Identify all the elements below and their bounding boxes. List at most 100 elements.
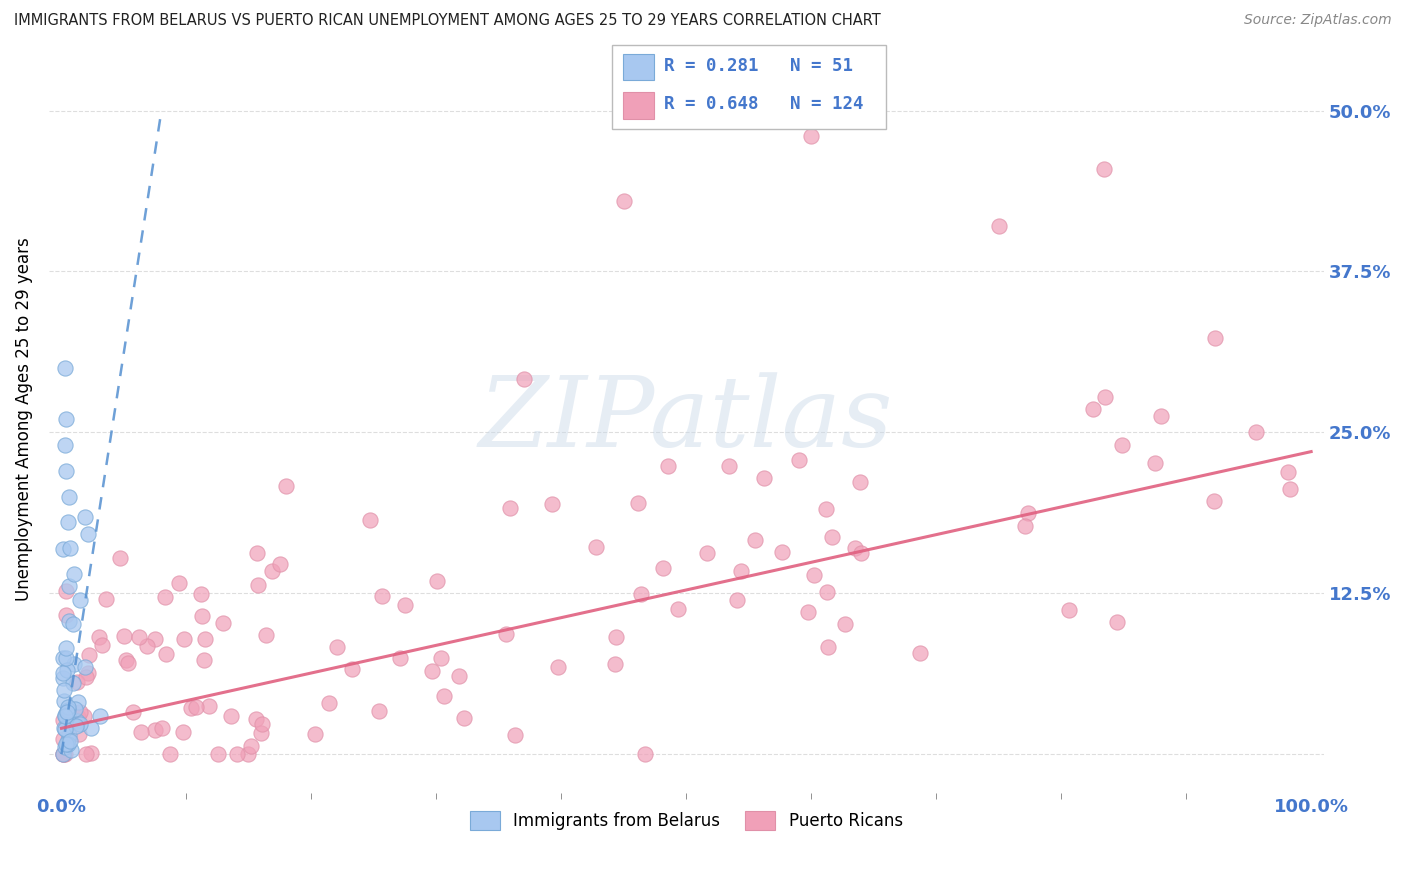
Point	[59, 743, 82, 757]
Point	[58, 707, 80, 722]
Point	[193, 653, 215, 667]
Point	[394, 598, 416, 612]
Point	[1111, 438, 1133, 452]
Point	[987, 219, 1010, 234]
Point	[447, 669, 470, 683]
Point	[717, 459, 740, 474]
Point	[503, 728, 526, 742]
Point	[815, 502, 838, 516]
Point	[65, 719, 87, 733]
Point	[159, 747, 181, 761]
Point	[112, 629, 135, 643]
Point	[59, 541, 82, 555]
Point	[131, 724, 153, 739]
Point	[143, 723, 166, 737]
Point	[194, 632, 217, 647]
Point	[803, 567, 825, 582]
Point	[53, 708, 76, 723]
Point	[221, 708, 243, 723]
Point	[796, 605, 818, 619]
Point	[89, 709, 111, 723]
Text: Source: ZipAtlas.com: Source: ZipAtlas.com	[1244, 13, 1392, 28]
Text: R = 0.648   N = 124: R = 0.648 N = 124	[664, 95, 863, 113]
Point	[58, 579, 80, 593]
Point	[58, 614, 80, 628]
Point	[53, 438, 76, 452]
Point	[834, 617, 856, 632]
Point	[817, 640, 839, 654]
Point	[75, 659, 97, 673]
Point	[657, 459, 679, 474]
Point	[52, 747, 75, 761]
Point	[585, 540, 607, 554]
Point	[1150, 409, 1173, 423]
Point	[250, 725, 273, 739]
Point	[190, 608, 212, 623]
Point	[359, 513, 381, 527]
Point	[56, 704, 79, 718]
Point	[190, 587, 212, 601]
Text: R = 0.281   N = 51: R = 0.281 N = 51	[664, 57, 852, 75]
Point	[652, 561, 675, 575]
Point	[367, 704, 389, 718]
Point	[744, 533, 766, 548]
Point	[66, 695, 89, 709]
Point	[52, 731, 75, 746]
Point	[52, 651, 75, 665]
Point	[53, 722, 76, 736]
Point	[211, 616, 233, 631]
Point	[605, 630, 627, 644]
Point	[53, 747, 76, 761]
Point	[69, 592, 91, 607]
Point	[626, 496, 648, 510]
Point	[1277, 465, 1299, 479]
Point	[1017, 507, 1039, 521]
Point	[318, 696, 340, 710]
Point	[155, 647, 177, 661]
Point	[55, 651, 77, 665]
Point	[91, 638, 114, 652]
Point	[53, 361, 76, 376]
Point	[89, 630, 111, 644]
Point	[426, 574, 449, 588]
Point	[62, 616, 84, 631]
Text: ZIPatlas: ZIPatlas	[479, 372, 894, 467]
Point	[173, 632, 195, 647]
Point	[52, 747, 75, 761]
Point	[245, 711, 267, 725]
Point	[666, 601, 689, 615]
Point	[262, 565, 284, 579]
Point	[56, 700, 79, 714]
Point	[388, 650, 411, 665]
Point	[547, 660, 569, 674]
Point	[55, 412, 77, 426]
Point	[52, 721, 75, 735]
Point	[52, 665, 75, 680]
Point	[52, 671, 75, 685]
Point	[613, 194, 636, 208]
Point	[513, 372, 536, 386]
Point	[75, 509, 97, 524]
Point	[77, 526, 100, 541]
Point	[75, 670, 97, 684]
Point	[77, 665, 100, 680]
Point	[453, 711, 475, 725]
Point	[52, 541, 75, 556]
Point	[52, 713, 75, 727]
Point	[1057, 602, 1080, 616]
Point	[53, 740, 76, 755]
Point	[499, 500, 522, 515]
Point	[752, 471, 775, 485]
Point	[198, 698, 221, 713]
Point	[53, 683, 76, 698]
Point	[634, 747, 657, 761]
Point	[430, 650, 453, 665]
Point	[207, 747, 229, 761]
Point	[226, 747, 249, 761]
Point	[77, 648, 100, 663]
Point	[495, 627, 517, 641]
Point	[420, 665, 443, 679]
Point	[815, 584, 838, 599]
Point	[169, 575, 191, 590]
Point	[79, 746, 101, 760]
